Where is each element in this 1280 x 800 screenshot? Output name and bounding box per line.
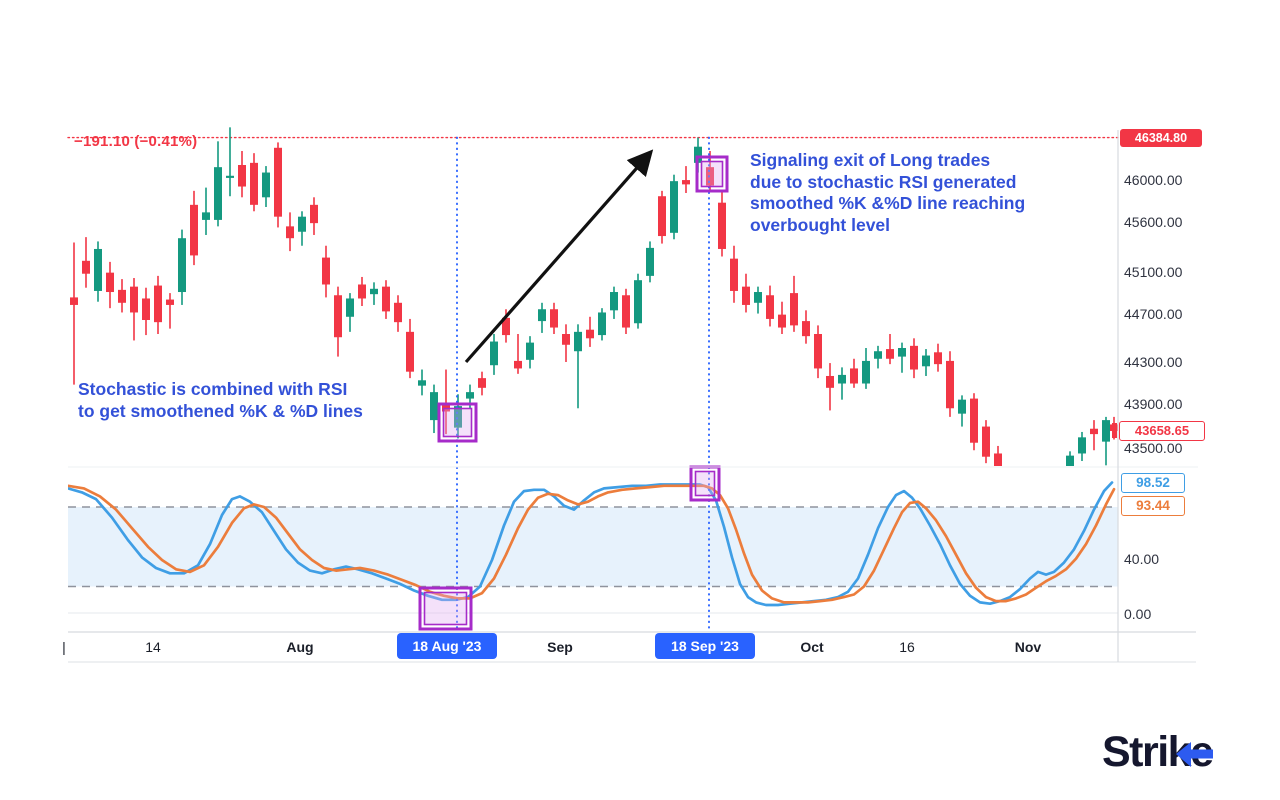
candles-layer — [70, 127, 1118, 466]
signal-box — [695, 155, 729, 193]
signal-box — [437, 402, 478, 443]
stoch-panel — [68, 481, 1118, 614]
signal-box — [418, 586, 473, 631]
signal-box — [689, 465, 721, 502]
stoch-d-line — [68, 484, 1116, 604]
trend-arrow — [464, 149, 654, 364]
stoch-k-line — [68, 481, 1114, 607]
